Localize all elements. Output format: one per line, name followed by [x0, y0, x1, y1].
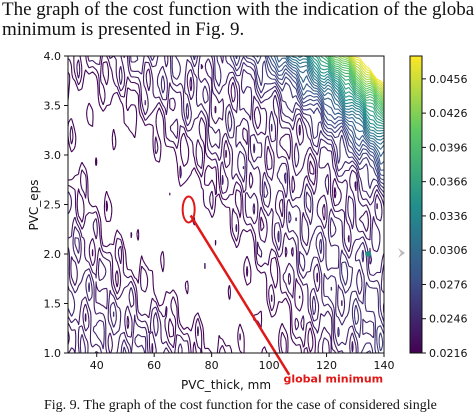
- x-tick-label: 140: [374, 359, 395, 372]
- intro-line-2: minimum is presented in Fig. 9.: [2, 19, 245, 40]
- y-tick-label: 1.0: [44, 347, 62, 360]
- contour-level: [270, 56, 384, 171]
- contour-level: [267, 56, 384, 177]
- y-tick-label: 3.5: [44, 100, 62, 113]
- colorbar-tick-label: 0.0336: [429, 210, 468, 223]
- secondary-point: [365, 251, 372, 257]
- chart-marks: global minimum: [181, 195, 383, 386]
- intro-text: The graph of the cost function with the …: [2, 0, 474, 40]
- contour-level: [297, 56, 384, 135]
- y-tick-label: 2.5: [44, 199, 62, 212]
- contour-level: [311, 56, 384, 125]
- contour-level: [307, 56, 384, 132]
- contour-level: [309, 56, 384, 127]
- contour-level: [68, 56, 378, 353]
- y-tick-label: 2.0: [44, 248, 62, 261]
- contour-level: [256, 56, 384, 181]
- x-axis-ticks: 40 60 80 100 120 140: [90, 353, 395, 372]
- contour-level: [235, 56, 384, 352]
- x-tick-label: 120: [316, 359, 337, 372]
- contour-level: [338, 56, 384, 101]
- y-tick-label: 1.5: [44, 298, 62, 311]
- cursor-icon: [398, 248, 405, 258]
- global-minimum-label: global minimum: [283, 373, 383, 386]
- colorbar-tick-label: 0.0366: [429, 176, 468, 189]
- contour-level: [68, 58, 337, 353]
- contour-level: [353, 56, 384, 85]
- contour-level: [320, 56, 384, 119]
- global-minimum-marker: [181, 195, 196, 224]
- contour-level: [327, 56, 384, 115]
- colorbar-tick-label: 0.0396: [429, 141, 468, 154]
- colorbar: [409, 55, 423, 354]
- intro-line-1: The graph of the cost function with the …: [2, 0, 474, 20]
- contour-level: [68, 56, 384, 353]
- contour-level: [314, 56, 384, 123]
- colorbar-tick-label: 0.0456: [429, 73, 468, 86]
- contour-level: [288, 56, 384, 141]
- contour-level: [329, 56, 384, 111]
- colorbar-tick-label: 0.0276: [429, 278, 468, 291]
- contour-level: [345, 56, 384, 96]
- contour-level: [333, 56, 384, 104]
- contour-level: [329, 56, 384, 108]
- x-tick-label: 80: [205, 359, 219, 372]
- contour-level: [68, 56, 384, 353]
- y-tick-label: 4.0: [44, 50, 62, 63]
- x-tick-label: 40: [90, 359, 104, 372]
- colorbar-ticks: 0.0216 0.0246 0.0276 0.0306 0.0336 0.0366 0.03…: [422, 73, 468, 360]
- x-tick-label: 100: [259, 359, 280, 372]
- x-axis-label: PVC_thick, mm: [181, 378, 271, 392]
- contour-level: [348, 56, 384, 94]
- colorbar-tick-label: 0.0306: [429, 244, 468, 257]
- contour-lines: [68, 56, 384, 353]
- contour-level: [88, 56, 384, 353]
- colorbar-tick-label: 0.0426: [429, 107, 468, 120]
- colorbar-tick-label: 0.0216: [429, 347, 468, 360]
- plot-background: [68, 56, 384, 353]
- contour-level: [285, 56, 384, 150]
- contour-level: [308, 56, 384, 129]
- figure-caption: Fig. 9. The graph of the cost function f…: [44, 398, 437, 413]
- y-tick-label: 3.0: [44, 149, 62, 162]
- global-minimum-arrow: [189, 214, 291, 376]
- contour-level: [273, 56, 384, 165]
- colorbar-tick-label: 0.0246: [429, 313, 468, 326]
- contour-level: [68, 56, 383, 353]
- contour-level: [318, 56, 384, 121]
- contour-level: [350, 56, 384, 89]
- y-axis-label: PVC_eps: [27, 179, 41, 230]
- y-axis-ticks: 1.0 1.5 2.0 2.5 3.0 3.5 4.0: [44, 50, 68, 360]
- x-tick-label: 60: [147, 359, 161, 372]
- contour-level: [276, 56, 384, 157]
